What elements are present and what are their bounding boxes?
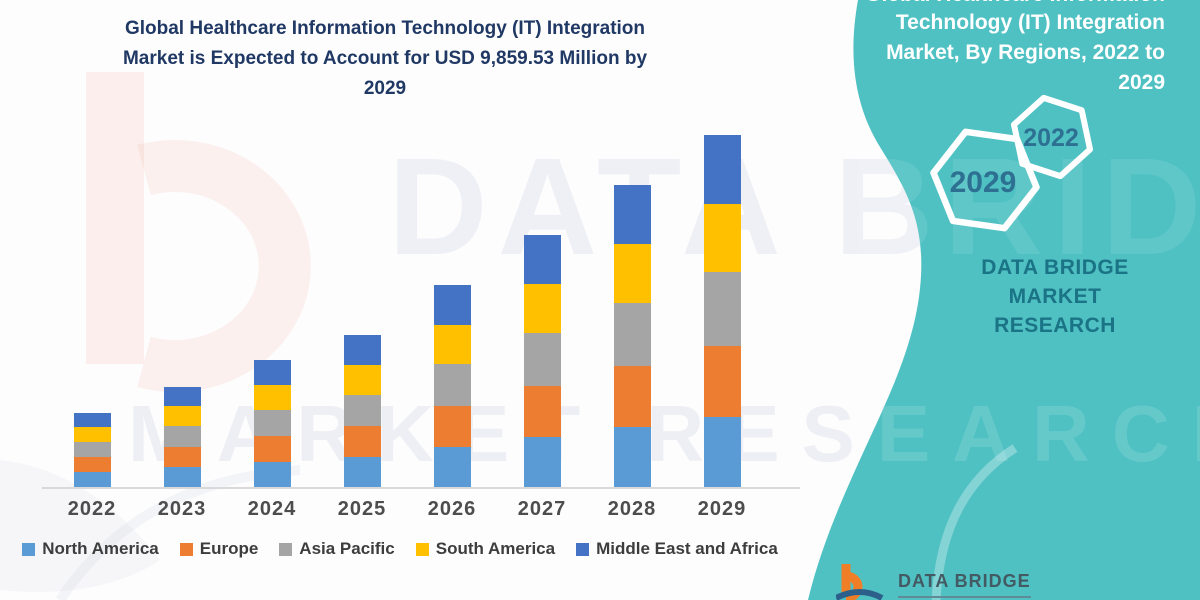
legend-swatch: [415, 542, 429, 556]
panel-title-line-1: Technology (IT) Integration: [895, 11, 1165, 34]
legend-label: South America: [435, 539, 556, 558]
bar-segment-europe-2027: [523, 386, 561, 437]
panel-brand-line-2: RESEARCH: [994, 314, 1116, 337]
bar-segment-south-america-2022: [73, 427, 111, 442]
panel-watermark-data-bridge: DATA BRIDGE: [858, 130, 1200, 284]
x-axis-label-2026: 2026: [427, 498, 477, 520]
chart-title: Global Healthcare Information Technology…: [60, 14, 710, 104]
bar-segment-south-america-2023: [163, 406, 201, 426]
bar-segment-south-america-2027: [523, 284, 561, 334]
legend-label: Asia Pacific: [299, 539, 395, 558]
x-axis-label-2025: 2025: [337, 498, 387, 520]
footer-logo: DATA BRIDGE: [836, 562, 1031, 600]
legend-label: Middle East and Africa: [596, 539, 778, 558]
legend-item-south-america: South America: [415, 539, 556, 559]
legend-swatch: [576, 542, 590, 556]
chart-title-line-2: Market is Expected to Account for USD 9,…: [122, 48, 648, 69]
bar-segment-europe-2029: [703, 346, 741, 417]
chart-legend: North America Europe Asia Pacific South Ame…: [0, 539, 800, 559]
legend-swatch: [22, 542, 36, 556]
bar-segment-middle-east-and-africa-2026: [433, 285, 471, 325]
bar-segment-middle-east-and-africa-2022: [73, 412, 111, 428]
bar-segment-north-america-2024: [253, 461, 291, 487]
bar-segment-middle-east-and-africa-2029: [703, 135, 741, 204]
chart-title-line-3: 2029: [363, 78, 407, 99]
databridge-b-icon: [836, 564, 884, 600]
bar-segment-europe-2026: [433, 406, 471, 447]
bar-segment-north-america-2023: [163, 466, 201, 487]
x-axis-label-2027: 2027: [517, 498, 567, 520]
bar-segment-south-america-2028: [613, 243, 651, 303]
bar-segment-south-america-2024: [253, 384, 291, 410]
bar-segment-south-america-2025: [343, 365, 381, 395]
bar-segment-asia-pacific-2022: [73, 441, 111, 458]
x-axis-label-2028: 2028: [607, 498, 657, 520]
bar-segment-europe-2028: [613, 366, 651, 427]
bar-segment-south-america-2029: [703, 203, 741, 273]
hexagon-2029: [930, 128, 1040, 232]
legend-swatch: [179, 542, 193, 556]
bar-segment-europe-2022: [73, 457, 111, 473]
bar-segment-asia-pacific-2024: [253, 409, 291, 437]
panel-brand-line-1: DATA BRIDGE MARKET: [981, 256, 1129, 308]
bar-segment-asia-pacific-2027: [523, 333, 561, 387]
legend-label: Europe: [199, 539, 259, 558]
bar-segment-middle-east-and-africa-2023: [163, 386, 201, 407]
hexagon-2022: [1010, 94, 1094, 180]
panel-title-line-3: 2029: [1118, 71, 1165, 94]
bar-segment-north-america-2022: [73, 472, 111, 487]
bar-segment-asia-pacific-2026: [433, 364, 471, 407]
bar-segment-europe-2024: [253, 436, 291, 462]
hexagon-2022-label: 2022: [1023, 124, 1079, 152]
bar-segment-north-america-2028: [613, 426, 651, 487]
panel-title-clipped-line: Global Healthcare Information: [835, 0, 1165, 7]
bar-segment-asia-pacific-2028: [613, 302, 651, 367]
bar-segment-south-america-2026: [433, 324, 471, 365]
bar-segment-north-america-2029: [703, 416, 741, 487]
panel-watermark-clip: DATA BRIDGE MARKET RESEARCH: [858, 0, 1200, 600]
legend-item-middle-east-and-africa: Middle East and Africa: [576, 539, 778, 559]
panel-title-line-2: Market, By Regions, 2022 to: [886, 41, 1165, 64]
chart-title-line-1: Global Healthcare Information Technology…: [124, 18, 646, 39]
bar-segment-middle-east-and-africa-2027: [523, 235, 561, 285]
legend-item-europe: Europe: [179, 539, 259, 559]
legend-item-north-america: North America: [22, 539, 159, 559]
bar-segment-north-america-2025: [343, 456, 381, 487]
bar-segment-europe-2025: [343, 426, 381, 457]
x-axis-label-2022: 2022: [67, 498, 117, 520]
x-axis-label-2029: 2029: [697, 498, 747, 520]
bar-segment-middle-east-and-africa-2024: [253, 360, 291, 385]
bar-segment-middle-east-and-africa-2028: [613, 185, 651, 244]
panel-brand-name: DATA BRIDGE MARKET RESEARCH: [935, 253, 1175, 340]
bar-segment-asia-pacific-2025: [343, 394, 381, 427]
legend-item-asia-pacific: Asia Pacific: [279, 539, 395, 559]
bar-segment-north-america-2027: [523, 436, 561, 487]
bar-segment-asia-pacific-2029: [703, 272, 741, 347]
x-axis-label-2024: 2024: [247, 498, 297, 520]
x-axis-line: [42, 487, 800, 489]
panel-title: Technology (IT) Integration Market, By R…: [835, 8, 1165, 98]
legend-label: North America: [42, 539, 159, 558]
bar-segment-asia-pacific-2023: [163, 425, 201, 447]
bar-segment-north-america-2026: [433, 446, 471, 487]
footer-logo-text: DATA BRIDGE: [898, 571, 1031, 598]
legend-swatch: [279, 542, 293, 556]
panel-watermark-market-research: MARKET RESEARCH: [858, 389, 1200, 478]
hexagon-2029-label: 2029: [950, 166, 1017, 199]
bar-segment-europe-2023: [163, 446, 201, 467]
bar-segment-middle-east-and-africa-2025: [343, 335, 381, 365]
x-axis-label-2023: 2023: [157, 498, 207, 520]
